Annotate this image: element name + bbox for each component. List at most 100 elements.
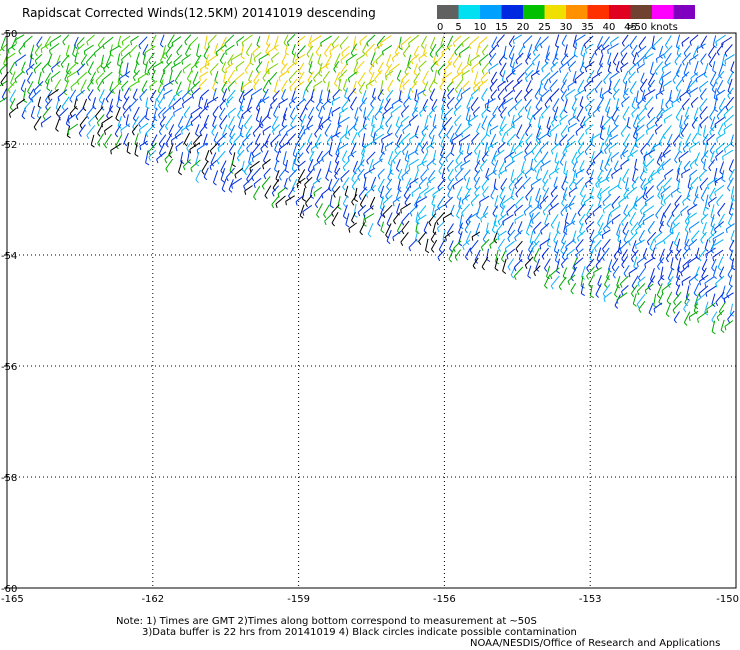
wind-barb <box>549 88 560 99</box>
legend-swatch <box>609 5 631 19</box>
wind-barb-tick <box>331 44 335 49</box>
wind-barb-tick <box>671 229 674 234</box>
legend-swatch <box>673 5 695 19</box>
wind-barb-tick <box>646 241 650 246</box>
wind-barb <box>717 256 724 268</box>
wind-barb-tick <box>219 60 224 65</box>
wind-barb-tick <box>673 319 677 324</box>
wind-barb-tick <box>632 179 637 183</box>
wind-barb <box>528 240 534 250</box>
wind-barb-tick <box>506 211 509 216</box>
wind-barb-tick <box>553 240 557 244</box>
wind-barb <box>594 44 603 52</box>
wind-barb <box>449 132 455 142</box>
wind-barb-tick <box>262 77 266 82</box>
wind-barb <box>409 177 419 185</box>
wind-barb-tick <box>447 95 450 100</box>
wind-barb <box>575 168 585 175</box>
wind-barb-tick <box>21 115 26 120</box>
wind-barb <box>729 239 735 250</box>
wind-barb <box>441 44 453 53</box>
wind-barb-tick <box>507 112 511 117</box>
wind-barb-tick <box>233 141 236 146</box>
wind-barb <box>675 248 682 258</box>
wind-barb <box>342 78 348 90</box>
wind-barb <box>347 123 357 133</box>
wind-barb-tick <box>363 147 365 152</box>
wind-barb-tick <box>310 99 315 103</box>
wind-barb <box>719 161 725 173</box>
wind-barb-tick <box>60 64 64 68</box>
wind-barb <box>658 71 665 83</box>
wind-barb-tick <box>374 78 377 83</box>
wind-barb-tick <box>181 103 184 109</box>
wind-barb-tick <box>385 123 389 128</box>
wind-barb <box>374 125 384 133</box>
wind-barb <box>275 195 286 205</box>
wind-barb <box>595 176 603 185</box>
wind-barb <box>147 61 157 72</box>
wind-barb-tick <box>344 96 349 100</box>
wind-barb-tick <box>628 241 631 246</box>
wind-barb-tick <box>112 90 115 95</box>
wind-barb-tick <box>331 189 335 193</box>
wind-barb-tick <box>716 316 720 322</box>
wind-barb-tick <box>181 130 183 135</box>
y-tick-label: -50 <box>1 29 17 40</box>
wind-barb <box>676 266 680 278</box>
wind-barb <box>417 214 427 221</box>
wind-barb-tick <box>632 303 637 307</box>
wind-barb-tick <box>178 171 183 176</box>
wind-barb <box>281 114 287 126</box>
wind-barb <box>446 35 454 48</box>
wind-barb-tick <box>454 168 457 173</box>
wind-barb <box>122 96 130 108</box>
wind-barb <box>513 258 523 268</box>
wind-barb-tick <box>507 142 511 147</box>
wind-barb <box>690 176 699 186</box>
wind-barb-tick <box>374 132 377 137</box>
wind-barb-tick <box>547 244 551 248</box>
wind-barb-tick <box>574 79 577 84</box>
wind-barb <box>268 63 279 71</box>
wind-barb-tick <box>561 42 566 47</box>
wind-barb-tick <box>709 150 713 155</box>
wind-barb <box>541 105 551 116</box>
wind-barb-tick <box>261 185 265 190</box>
wind-barb <box>687 178 691 188</box>
wind-barb <box>585 98 595 108</box>
wind-barb <box>152 61 164 68</box>
wind-barb-tick <box>102 44 105 50</box>
wind-barb-tick <box>274 47 278 51</box>
wind-barb-tick <box>272 187 276 192</box>
wind-barb <box>37 96 42 106</box>
wind-barb <box>226 89 236 101</box>
wind-barb <box>16 98 26 106</box>
wind-barb <box>238 115 243 128</box>
wind-barb-tick <box>217 148 220 153</box>
wind-barb-tick <box>185 127 190 131</box>
wind-barb <box>305 141 313 151</box>
wind-barb-tick <box>433 81 438 85</box>
wind-barb <box>366 34 376 44</box>
wind-barb <box>626 186 638 196</box>
wind-barb <box>621 249 628 260</box>
wind-barb-tick <box>585 49 587 54</box>
wind-barb <box>282 151 287 165</box>
wind-barb <box>711 293 716 305</box>
wind-barb-tick <box>109 51 112 56</box>
wind-barb <box>461 36 470 44</box>
wind-barb <box>385 115 393 124</box>
wind-barb <box>430 231 437 240</box>
wind-barb <box>413 63 418 73</box>
wind-barb <box>691 116 699 126</box>
wind-barb-tick <box>119 78 121 83</box>
wind-barb <box>715 70 725 82</box>
wind-barb <box>526 106 531 118</box>
wind-barb <box>334 167 341 177</box>
wind-barb <box>506 204 516 213</box>
wind-barb-tick <box>342 186 346 191</box>
wind-barb-tick <box>705 206 709 210</box>
wind-barb <box>334 152 340 162</box>
wind-barb <box>377 61 384 71</box>
